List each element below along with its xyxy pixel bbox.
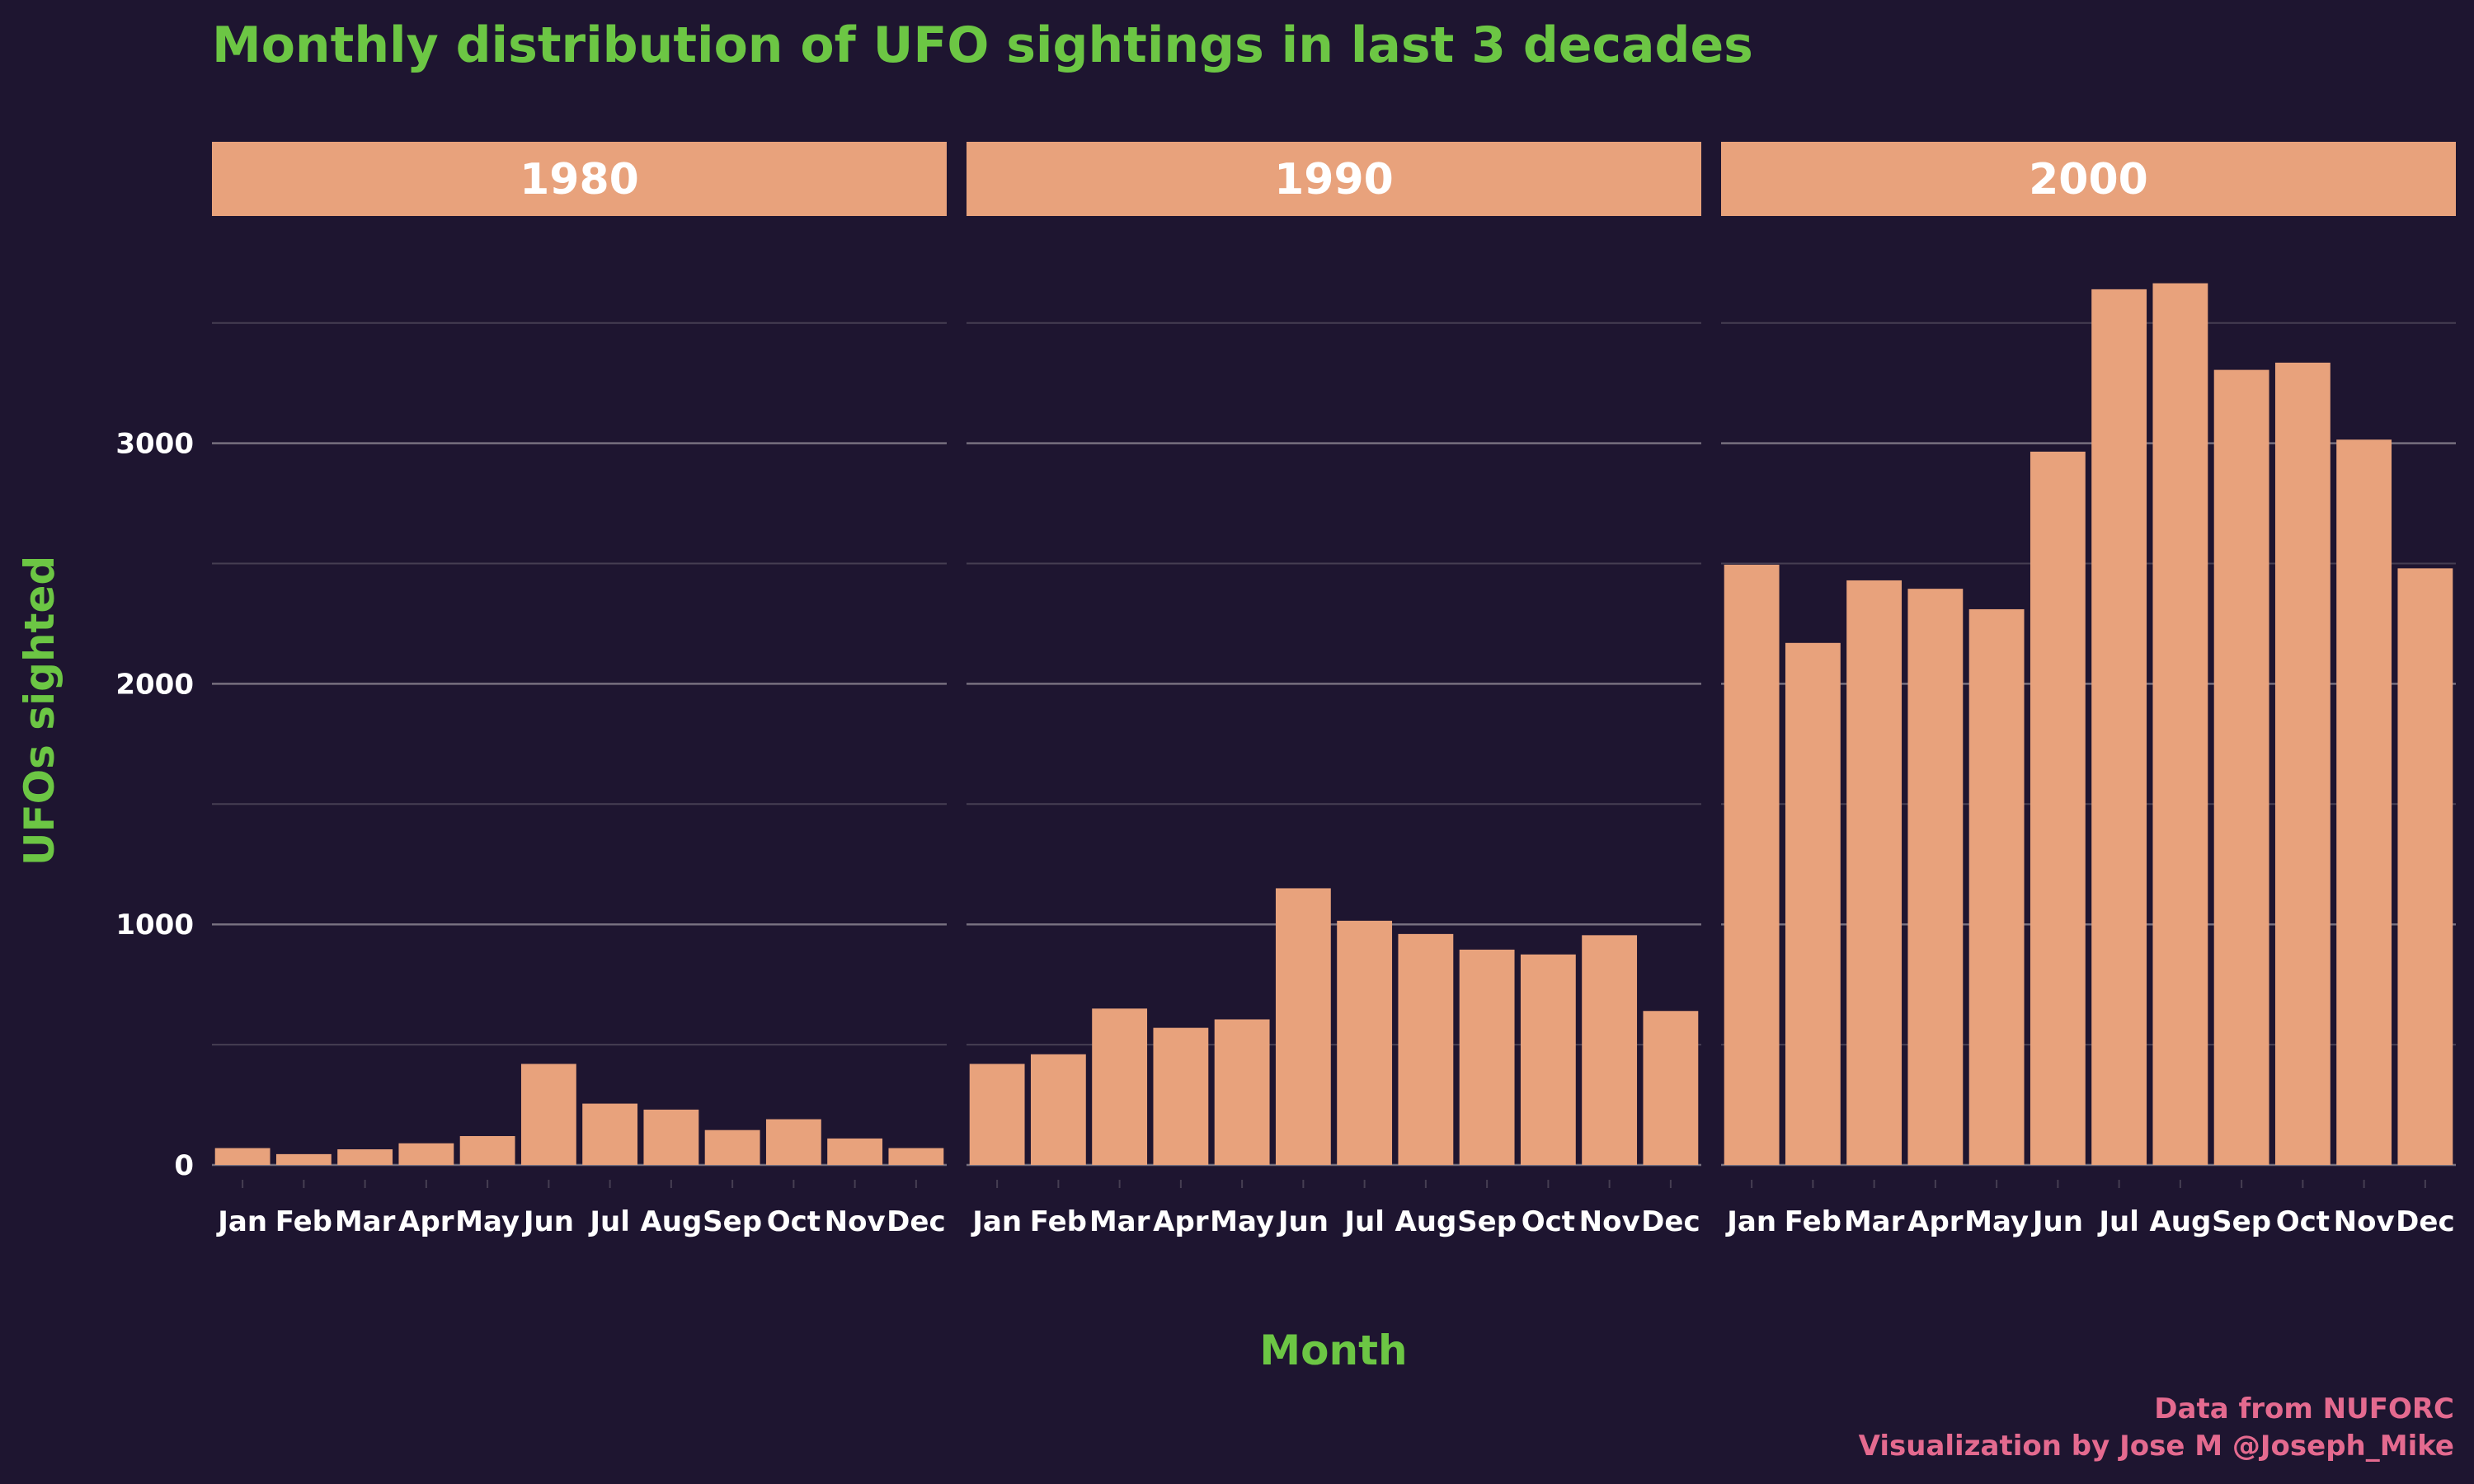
bar-1980-jul — [582, 1103, 638, 1165]
bar-2000-feb — [1785, 642, 1841, 1165]
x-tick-label: Sep — [703, 1205, 762, 1238]
facet-strip-1990 — [967, 142, 1701, 216]
x-tick-label: Aug — [2149, 1205, 2211, 1238]
bar-2000-apr — [1907, 589, 1964, 1165]
facet-strip-1980 — [212, 142, 947, 216]
x-tick-label: Nov — [825, 1205, 886, 1238]
facet-strip-2000 — [1721, 142, 2456, 216]
gridlines — [212, 322, 2456, 1167]
bar-1990-may — [1214, 1019, 1270, 1165]
x-tick-label: Jan — [1725, 1205, 1776, 1238]
y-tick-label: 3000 — [115, 428, 194, 461]
bar-1990-sep — [1459, 949, 1515, 1165]
bar-1980-sep — [704, 1129, 760, 1165]
bar-1990-apr — [1153, 1027, 1209, 1165]
facet-label-2000: 2000 — [2029, 155, 2148, 204]
bar-2000-nov — [2336, 439, 2392, 1165]
x-tick-label: May — [1964, 1205, 2029, 1238]
bar-2000-sep — [2213, 369, 2269, 1166]
x-tick-label: Jul — [2097, 1205, 2139, 1238]
bars — [214, 283, 2453, 1166]
facet-label-1990: 1990 — [1274, 155, 1394, 204]
bar-2000-jan — [1724, 564, 1780, 1165]
bar-2000-may — [1968, 608, 2025, 1165]
y-tick-label: 2000 — [115, 668, 194, 701]
bar-1980-dec — [888, 1148, 944, 1165]
x-tick-label: Mar — [1844, 1205, 1905, 1238]
bar-2000-dec — [2397, 568, 2453, 1165]
x-axis-title: Month — [1259, 1327, 1407, 1374]
bar-1990-nov — [1582, 935, 1638, 1165]
bar-1980-jan — [214, 1148, 270, 1165]
facet-label-1980: 1980 — [520, 155, 639, 204]
x-tick-label: Dec — [887, 1205, 945, 1238]
x-tick-label: Feb — [1030, 1205, 1087, 1238]
x-tick-label: Jun — [522, 1205, 574, 1238]
bar-1990-jul — [1337, 920, 1393, 1165]
bar-2000-jul — [2091, 289, 2147, 1165]
x-tick-label: May — [455, 1205, 520, 1238]
bar-1990-dec — [1643, 1011, 1699, 1165]
chart-title: Monthly distribution of UFO sightings in… — [212, 16, 1753, 74]
bar-1980-may — [459, 1135, 515, 1165]
x-tick-label: Oct — [767, 1205, 821, 1238]
y-tick-label: 1000 — [115, 909, 194, 942]
x-tick-label: Jan — [216, 1205, 267, 1238]
bar-2000-oct — [2274, 362, 2331, 1165]
bar-1980-oct — [765, 1119, 821, 1165]
x-tick-label: Dec — [2396, 1205, 2454, 1238]
axis-ticks: Jan Feb Mar Apr May Jun Jul Aug Sep Oct Nov Dec Jan F… — [115, 428, 2454, 1238]
facet-strips: 1980 1990 2000 — [212, 142, 2456, 216]
x-tick-label: Mar — [1089, 1205, 1150, 1238]
x-tick-label: Apr — [1907, 1205, 1964, 1238]
x-tick-label: Nov — [1579, 1205, 1640, 1238]
x-tick-label: Sep — [1457, 1205, 1517, 1238]
caption-credit: Visualization by Jose M @Joseph_Mike — [1859, 1430, 2454, 1463]
x-tick-label: Oct — [1522, 1205, 1575, 1238]
bar-2000-aug — [2152, 283, 2208, 1166]
x-tick-label: Nov — [2334, 1205, 2395, 1238]
y-axis-title: UFOs sighted — [16, 556, 63, 866]
x-tick-label: Dec — [1641, 1205, 1700, 1238]
bar-2000-jun — [2030, 451, 2086, 1165]
bar-1980-jun — [520, 1064, 576, 1165]
bar-1990-jan — [969, 1064, 1025, 1165]
bar-1990-oct — [1520, 954, 1576, 1165]
x-tick-label: Aug — [640, 1205, 702, 1238]
x-tick-label: Jul — [1343, 1205, 1385, 1238]
x-tick-label: Jun — [2031, 1205, 2083, 1238]
bar-1980-apr — [398, 1143, 454, 1165]
x-tick-label: Oct — [2276, 1205, 2330, 1238]
bar-2000-mar — [1846, 580, 1903, 1165]
x-tick-label: Feb — [1785, 1205, 1841, 1238]
bar-1990-feb — [1030, 1054, 1086, 1165]
x-tick-label: Jul — [588, 1205, 630, 1238]
x-tick-label: May — [1210, 1205, 1274, 1238]
y-tick-label: 0 — [174, 1149, 194, 1182]
caption-source: Data from NUFORC — [2154, 1392, 2454, 1425]
bar-1980-mar — [337, 1149, 393, 1165]
x-tick-label: Feb — [275, 1205, 332, 1238]
bar-1980-feb — [275, 1153, 332, 1165]
x-tick-label: Apr — [398, 1205, 454, 1238]
bar-1990-aug — [1398, 933, 1454, 1165]
bar-1980-aug — [643, 1109, 699, 1165]
bar-1990-jun — [1275, 888, 1331, 1165]
bar-1980-nov — [827, 1138, 883, 1165]
x-tick-label: Mar — [335, 1205, 396, 1238]
bar-1990-mar — [1092, 1008, 1148, 1165]
x-tick-label: Apr — [1153, 1205, 1209, 1238]
x-tick-label: Jun — [1277, 1205, 1329, 1238]
x-tick-label: Sep — [2212, 1205, 2271, 1238]
x-tick-label: Aug — [1395, 1205, 1456, 1238]
x-tick-label: Jan — [971, 1205, 1022, 1238]
